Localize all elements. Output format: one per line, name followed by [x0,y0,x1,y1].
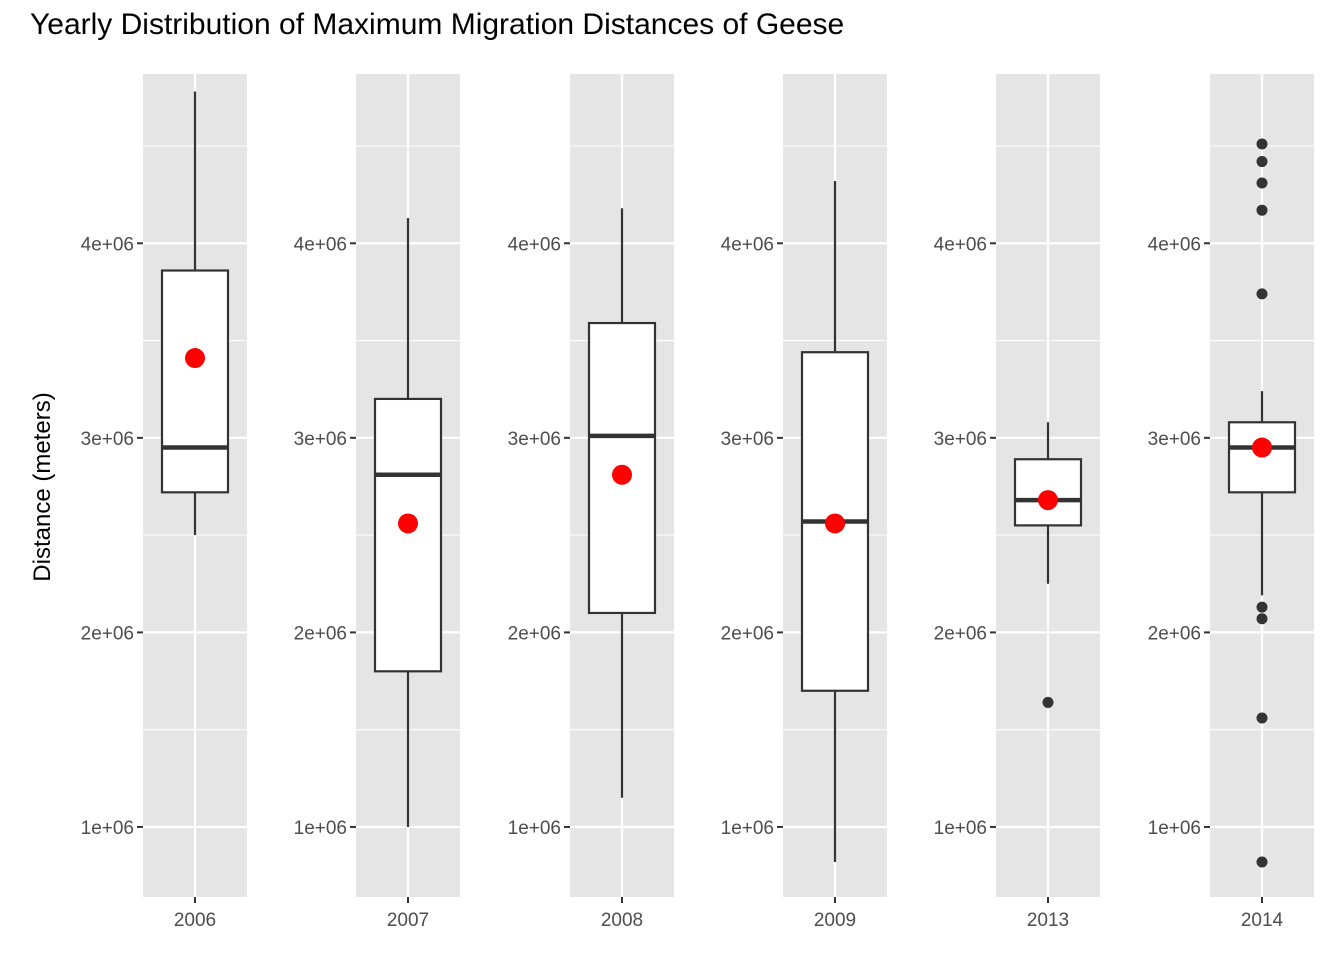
outlier-point [1256,712,1268,724]
panel-2006: 1e+06 2e+06 3e+06 4e+06 2006 [81,74,247,931]
y-tick-label: 3e+06 [508,429,561,450]
panel-2013: 1e+06 2e+06 3e+06 4e+06 2013 [934,74,1100,931]
x-tick-label: 2008 [601,910,643,931]
y-tick-label: 1e+06 [1148,818,1201,839]
panel-2007: 1e+06 2e+06 3e+06 4e+06 2007 [294,74,460,931]
outlier-point [1256,856,1268,868]
panel-2014: 1e+06 2e+06 3e+06 4e+06 2014 [1148,74,1314,931]
y-tick-label: 2e+06 [721,623,774,644]
x-tick-label: 2014 [1241,910,1284,931]
y-tick-label: 2e+06 [1148,623,1201,644]
mean-point [185,348,205,369]
y-tick-label: 2e+06 [81,623,134,644]
outlier-point [1256,177,1268,189]
x-tick-label: 2007 [387,910,429,931]
mean-point [825,513,845,534]
y-tick-label: 4e+06 [81,234,134,255]
panels-group: 1e+06 2e+06 3e+06 4e+06 2006 1e+06 2e+06 3e+06 4… [81,74,1314,931]
outlier-point [1042,696,1054,708]
chart-title: Yearly Distribution of Maximum Migration… [30,8,845,41]
x-tick-label: 2009 [814,910,856,931]
y-tick-label: 1e+06 [934,818,987,839]
y-tick-label: 4e+06 [934,234,987,255]
mean-point [612,464,632,485]
x-tick-label: 2006 [174,910,216,931]
y-tick-label: 4e+06 [721,234,774,255]
box [160,269,230,494]
outlier-point [1256,156,1268,168]
outlier-point [1256,288,1268,300]
panel-2008: 1e+06 2e+06 3e+06 4e+06 2008 [508,74,674,931]
x-tick-label: 2013 [1027,910,1069,931]
outlier-point [1256,613,1268,625]
outlier-point [1256,204,1268,216]
y-axis-title: Distance (meters) [29,392,56,581]
y-tick-label: 1e+06 [81,818,134,839]
y-tick-label: 3e+06 [721,429,774,450]
y-tick-label: 3e+06 [81,429,134,450]
y-tick-label: 3e+06 [294,429,347,450]
y-tick-label: 2e+06 [934,623,987,644]
y-tick-label: 3e+06 [934,429,987,450]
outlier-point [1256,601,1268,613]
y-tick-label: 1e+06 [721,818,774,839]
mean-point [398,513,418,534]
y-tick-label: 3e+06 [1148,429,1201,450]
mean-point [1252,437,1272,458]
y-tick-label: 4e+06 [508,234,561,255]
panel-2009: 1e+06 2e+06 3e+06 4e+06 2009 [721,74,887,931]
y-tick-label: 4e+06 [294,234,347,255]
y-tick-label: 1e+06 [508,818,561,839]
y-tick-label: 2e+06 [294,623,347,644]
y-tick-label: 1e+06 [294,818,347,839]
mean-point [1038,490,1058,511]
box [373,397,443,673]
y-tick-label: 4e+06 [1148,234,1201,255]
y-tick-label: 2e+06 [508,623,561,644]
outlier-point [1256,138,1268,150]
